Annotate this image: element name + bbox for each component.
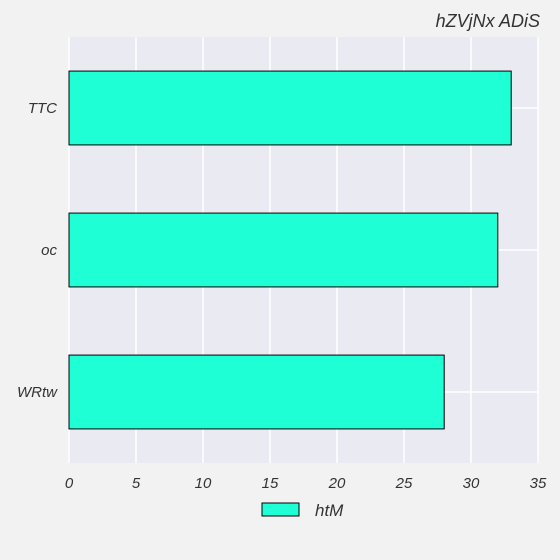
y-tick-label: TTC	[28, 100, 57, 117]
x-tick-label: 10	[195, 475, 212, 492]
y-tick-labels: TTC oc WRtw	[17, 100, 58, 401]
x-tick-label: 5	[132, 475, 141, 492]
legend-swatch	[261, 502, 300, 517]
y-tick-label: WRtw	[17, 384, 58, 401]
x-tick-labels: 0 5 10 15 20 25 30 35	[65, 475, 547, 492]
x-tick-label: 0	[65, 475, 74, 492]
chart-title: hZVjNx ADiS	[436, 11, 540, 31]
legend: htM	[261, 501, 344, 520]
bar	[68, 212, 499, 288]
legend-label: htM	[315, 501, 344, 520]
x-tick-label: 35	[530, 475, 547, 492]
x-tick-label: 15	[262, 475, 279, 492]
bar	[68, 354, 445, 430]
x-tick-label: 20	[328, 475, 346, 492]
bar	[68, 70, 512, 146]
y-tick-label: oc	[41, 242, 57, 259]
bar-group	[68, 70, 512, 430]
x-tick-label: 30	[463, 475, 480, 492]
x-tick-label: 25	[395, 475, 413, 492]
